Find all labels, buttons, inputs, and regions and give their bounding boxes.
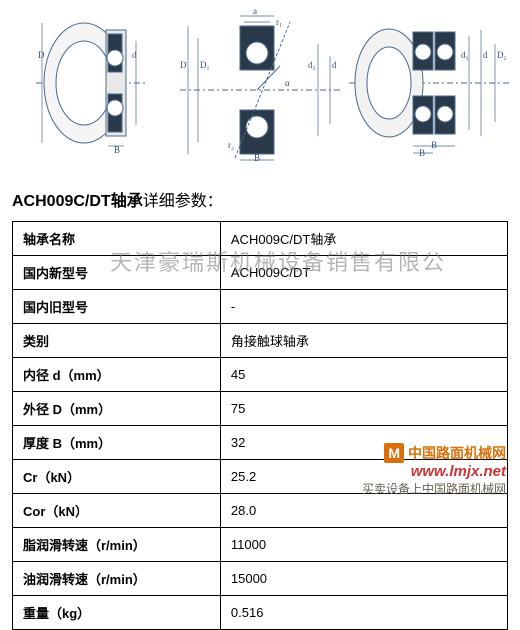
spec-value: ACH009C/DT	[220, 256, 507, 290]
label-d-3: d	[483, 50, 488, 60]
diagram-cross-section: a r₁ D D₁ α d₂ d r₂ B	[179, 8, 342, 163]
spec-value: -	[220, 290, 507, 324]
label-B-2: B	[254, 153, 260, 163]
spec-value: ACH009C/DT轴承	[220, 222, 507, 256]
table-row: 国内旧型号-	[13, 290, 508, 324]
label-alpha: α	[285, 78, 290, 88]
table-row: 厚度 B（mm）32	[13, 426, 508, 460]
label-B: B	[114, 145, 120, 155]
spec-label: Cor（kN）	[13, 494, 221, 528]
table-row: 类别角接触球轴承	[13, 324, 508, 358]
table-row: 国内新型号ACH009C/DT	[13, 256, 508, 290]
table-row: 重量（kg）0.516	[13, 596, 508, 630]
spec-value: 25.2	[220, 460, 507, 494]
spec-value: 32	[220, 426, 507, 460]
spec-label: 内径 d（mm）	[13, 358, 221, 392]
spec-label: 脂润滑转速（r/min）	[13, 528, 221, 562]
table-row: 轴承名称ACH009C/DT轴承	[13, 222, 508, 256]
spec-value: 15000	[220, 562, 507, 596]
label-r1: r₁	[276, 17, 282, 27]
label-D2: D₂	[497, 50, 507, 60]
table-row: Cr（kN）25.2	[13, 460, 508, 494]
label-d2: d₂	[308, 60, 316, 70]
page-title: ACH009C/DT轴承详细参数：	[0, 183, 520, 221]
bearing-svg-3: d₁ d D₂ B B	[349, 8, 509, 158]
spec-label: 外径 D（mm）	[13, 392, 221, 426]
spec-value: 0.516	[220, 596, 507, 630]
table-row: 油润滑转速（r/min）15000	[13, 562, 508, 596]
spec-label: 类别	[13, 324, 221, 358]
title-model: ACH009C/DT轴承	[12, 193, 143, 210]
label-B-3a: B	[431, 140, 437, 150]
spec-tbody: 轴承名称ACH009C/DT轴承国内新型号ACH009C/DT国内旧型号-类别角…	[13, 222, 508, 630]
table-row: 外径 D（mm）75	[13, 392, 508, 426]
label-D1: D₁	[200, 60, 210, 70]
spec-value: 11000	[220, 528, 507, 562]
spec-value: 28.0	[220, 494, 507, 528]
diagram-single-section: D d B	[10, 8, 173, 163]
label-r2: r₂	[228, 140, 234, 150]
spec-label: 国内新型号	[13, 256, 221, 290]
table-row: 脂润滑转速（r/min）11000	[13, 528, 508, 562]
spec-label: 轴承名称	[13, 222, 221, 256]
label-D-2: D	[180, 60, 187, 70]
label-d1: d₁	[461, 50, 469, 60]
bearing-svg-1: D d B	[36, 8, 146, 158]
spec-label: 厚度 B（mm）	[13, 426, 221, 460]
spec-label: 重量（kg）	[13, 596, 221, 630]
table-row: 内径 d（mm）45	[13, 358, 508, 392]
spec-label: Cr（kN）	[13, 460, 221, 494]
spec-value: 角接触球轴承	[220, 324, 507, 358]
label-D: D	[38, 50, 45, 60]
title-suffix: 详细参数：	[143, 193, 223, 210]
spec-value: 75	[220, 392, 507, 426]
spec-label: 国内旧型号	[13, 290, 221, 324]
table-row: Cor（kN）28.0	[13, 494, 508, 528]
spec-value: 45	[220, 358, 507, 392]
label-a: a	[253, 8, 257, 16]
spec-table: 轴承名称ACH009C/DT轴承国内新型号ACH009C/DT国内旧型号-类别角…	[12, 221, 508, 630]
bearing-svg-2: a r₁ D D₁ α d₂ d r₂ B	[180, 8, 340, 163]
label-B-3b: B	[419, 148, 425, 158]
spec-label: 油润滑转速（r/min）	[13, 562, 221, 596]
label-d-2: d	[332, 60, 337, 70]
bearing-diagrams: D d B	[0, 0, 520, 183]
diagram-double-section: d₁ d D₂ B B	[347, 8, 510, 163]
